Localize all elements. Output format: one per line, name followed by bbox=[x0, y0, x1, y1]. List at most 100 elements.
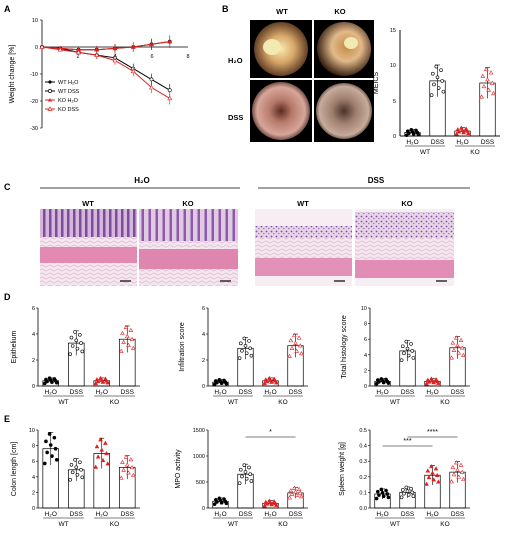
data-point bbox=[238, 341, 243, 346]
panel-d-2-tick-label: 4 bbox=[202, 332, 205, 338]
panel-a-legend: WT H₂O WT DSS KO H₂O KO DSS bbox=[45, 80, 80, 113]
panel-e-1-tick-label: 6 bbox=[32, 459, 35, 465]
data-point bbox=[456, 474, 461, 479]
data-point bbox=[384, 488, 388, 493]
data-point bbox=[455, 342, 460, 347]
data-point bbox=[105, 380, 111, 385]
data-point bbox=[454, 131, 459, 136]
data-point bbox=[78, 333, 82, 337]
data-point bbox=[73, 330, 77, 334]
data-point bbox=[402, 491, 406, 496]
data-point bbox=[244, 351, 249, 356]
genotype-label-wt: WT bbox=[58, 521, 68, 528]
data-point bbox=[42, 461, 47, 466]
data-point bbox=[242, 336, 247, 341]
data-point bbox=[103, 440, 108, 445]
data-point bbox=[491, 90, 496, 96]
data-point bbox=[411, 132, 416, 136]
data-point bbox=[128, 457, 134, 462]
data-point bbox=[293, 340, 298, 345]
data-point bbox=[68, 477, 73, 482]
data-point bbox=[436, 479, 441, 484]
data-point bbox=[385, 492, 390, 496]
panel-c-group-dss: DSS bbox=[368, 176, 385, 185]
data-point bbox=[57, 47, 63, 52]
data-point bbox=[411, 494, 416, 498]
panel-d-3-tick-label: 2 bbox=[364, 368, 367, 374]
data-point bbox=[130, 44, 136, 49]
data-point bbox=[404, 339, 409, 344]
group-label-0: H₂O bbox=[406, 139, 418, 146]
data-point bbox=[416, 132, 421, 137]
data-point bbox=[424, 481, 429, 486]
group-label-3: DSS bbox=[121, 511, 135, 518]
panel-a-ytick-1: 0 bbox=[35, 45, 38, 51]
genotype-label-wt: WT bbox=[58, 399, 68, 406]
data-point bbox=[288, 338, 294, 343]
data-point bbox=[294, 348, 299, 353]
data-point bbox=[148, 41, 155, 47]
data-point bbox=[126, 342, 131, 347]
panel-d-1-tick-label: 0 bbox=[32, 384, 35, 390]
panel-b-letter: B bbox=[222, 4, 229, 14]
genotype-label-wt: WT bbox=[390, 521, 400, 528]
panel-e-1-tick-label: 2 bbox=[32, 490, 35, 496]
data-point bbox=[485, 77, 490, 82]
data-point bbox=[381, 494, 386, 499]
data-point bbox=[73, 457, 77, 462]
data-point bbox=[264, 379, 270, 384]
panel-e-ylabel-2: MPO activity bbox=[175, 449, 182, 489]
data-point bbox=[249, 353, 254, 358]
data-point bbox=[148, 84, 155, 90]
group-label-2: H₂O bbox=[264, 511, 276, 518]
data-point bbox=[449, 479, 454, 484]
data-point bbox=[100, 457, 106, 462]
panel-c-label-ko-h2o: KO bbox=[182, 199, 193, 208]
group-label-0: H₂O bbox=[376, 511, 388, 518]
genotype-label-wt: WT bbox=[390, 399, 400, 406]
data-point bbox=[126, 470, 131, 475]
panel-e-1-tick-label: 4 bbox=[32, 475, 35, 481]
data-point bbox=[296, 335, 302, 340]
data-point bbox=[461, 476, 466, 481]
data-point bbox=[167, 95, 173, 101]
genotype-label-ko: KO bbox=[470, 149, 479, 156]
data-point bbox=[379, 487, 384, 492]
data-point bbox=[212, 502, 217, 506]
panel-a-ytick-2: -10 bbox=[30, 72, 38, 78]
data-point bbox=[287, 495, 292, 500]
data-point bbox=[405, 346, 410, 351]
data-point bbox=[129, 465, 135, 470]
data-point bbox=[429, 464, 434, 469]
data-point bbox=[399, 495, 404, 500]
data-point bbox=[289, 345, 295, 351]
data-point bbox=[486, 87, 491, 92]
series-line-2 bbox=[41, 41, 170, 51]
data-point bbox=[78, 460, 82, 465]
group-label-2: H₂O bbox=[456, 139, 468, 146]
histology-images bbox=[40, 209, 454, 286]
panel-e-ylabel-3: Spleen weight [g] bbox=[339, 442, 346, 496]
data-point bbox=[112, 57, 118, 63]
histology-ko-h2o bbox=[139, 209, 238, 286]
data-point bbox=[479, 94, 484, 99]
data-point bbox=[243, 344, 248, 348]
data-point bbox=[99, 447, 105, 452]
endoscopy-images bbox=[250, 20, 374, 142]
panel-d-ylabel-2: Infiltration score bbox=[179, 322, 186, 372]
data-point bbox=[294, 492, 299, 498]
panel-d-1-tick-label: 2 bbox=[32, 358, 35, 364]
data-point bbox=[262, 380, 267, 386]
data-point bbox=[39, 44, 45, 49]
panel-d-2-tick-label: 6 bbox=[202, 306, 205, 312]
data-point bbox=[434, 472, 440, 477]
sig-label-spleen-2: **** bbox=[427, 429, 438, 436]
data-point bbox=[44, 439, 48, 444]
data-point bbox=[296, 486, 302, 492]
data-point bbox=[75, 49, 82, 55]
data-point bbox=[75, 472, 80, 477]
